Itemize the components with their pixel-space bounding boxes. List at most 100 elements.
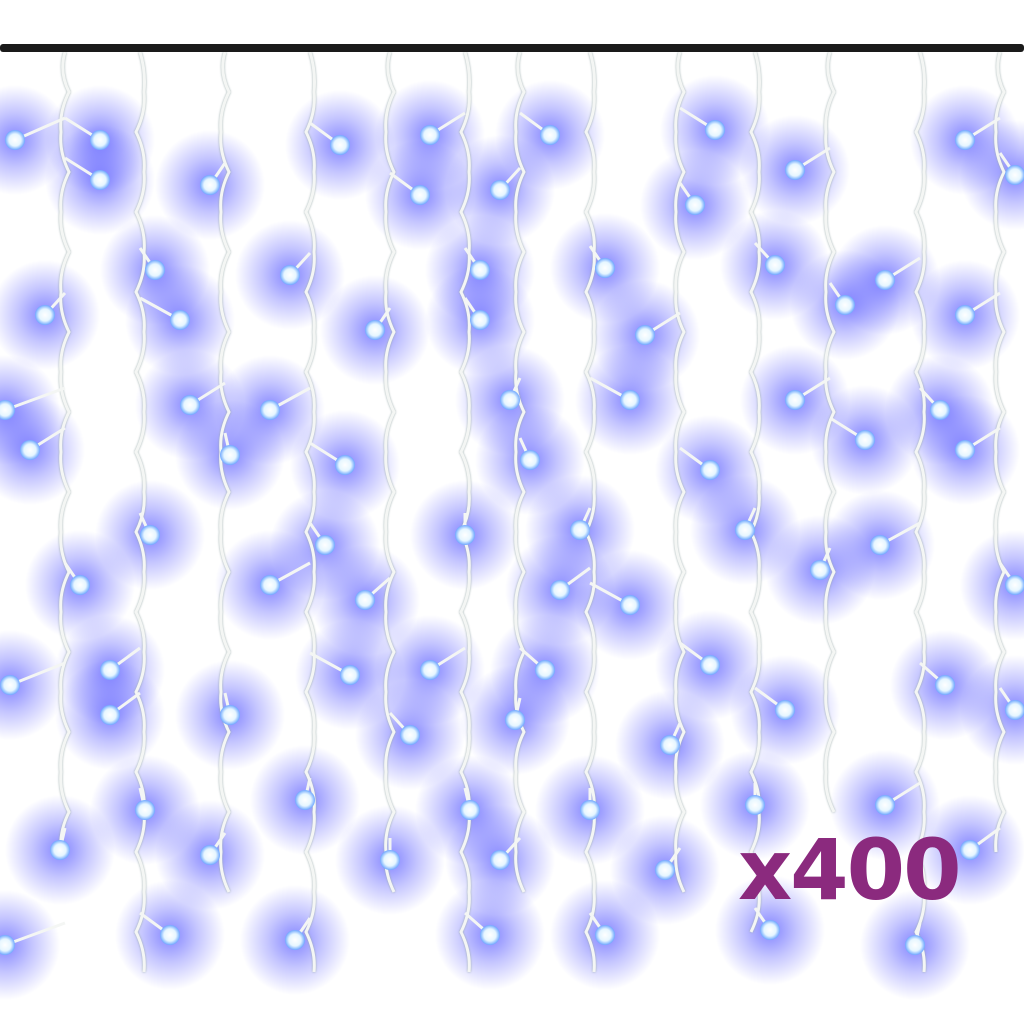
led-bulb	[380, 850, 400, 870]
led-bulb	[760, 920, 780, 940]
led-bulb	[20, 440, 40, 460]
led-bulb	[705, 120, 725, 140]
wire-strand	[219, 51, 231, 893]
led-bulb	[875, 270, 895, 290]
led-bulb	[5, 130, 25, 150]
led-bulb	[1005, 575, 1024, 595]
led-glow	[960, 655, 1024, 765]
led-bulb	[775, 700, 795, 720]
led-bulb	[100, 660, 120, 680]
led-bulb	[460, 800, 480, 820]
led-bulb	[220, 705, 240, 725]
led-bulb	[735, 520, 755, 540]
led-bulb	[35, 305, 55, 325]
led-bulb	[340, 665, 360, 685]
led-bulb	[955, 440, 975, 460]
led-bulb	[455, 525, 475, 545]
led-bulb	[285, 930, 305, 950]
led-bulb	[280, 265, 300, 285]
led-bulb	[330, 135, 350, 155]
led-bulb	[490, 180, 510, 200]
led-bulb	[620, 595, 640, 615]
led-bulb	[745, 795, 765, 815]
led-bulb	[1005, 700, 1024, 720]
led-bulb	[930, 400, 950, 420]
led-bulb	[365, 320, 385, 340]
led-bulb	[700, 655, 720, 675]
led-bulb	[170, 310, 190, 330]
led-bulb	[355, 590, 375, 610]
led-bulb	[70, 575, 90, 595]
led-bulb	[595, 258, 615, 278]
led-bulb	[905, 935, 925, 955]
led-bulb	[685, 195, 705, 215]
led-bulb	[785, 390, 805, 410]
led-bulb	[50, 840, 70, 860]
led-bulb	[335, 455, 355, 475]
led-bulb	[220, 445, 240, 465]
led-bulb	[420, 125, 440, 145]
led-bulb	[765, 255, 785, 275]
led-bulb	[480, 925, 500, 945]
wire-strand	[994, 51, 1006, 853]
led-bulb	[870, 535, 890, 555]
led-bulb	[135, 800, 155, 820]
led-bulb	[855, 430, 875, 450]
led-bulb	[535, 660, 555, 680]
led-lead-wire	[4, 921, 66, 947]
led-bulb	[700, 460, 720, 480]
led-bulb	[0, 675, 20, 695]
led-bulb	[570, 520, 590, 540]
led-bulb	[295, 790, 315, 810]
led-bulb	[635, 325, 655, 345]
led-bulb	[540, 125, 560, 145]
led-bulb	[505, 710, 525, 730]
led-bulb	[420, 660, 440, 680]
led-bulb	[490, 850, 510, 870]
led-bulb	[90, 130, 110, 150]
led-glow	[960, 530, 1024, 640]
led-glow	[0, 630, 65, 740]
led-bulb	[655, 860, 675, 880]
led-bulb	[935, 675, 955, 695]
led-bulb	[260, 400, 280, 420]
led-bulb	[960, 840, 980, 860]
wire-strand	[514, 51, 526, 893]
led-bulb	[145, 260, 165, 280]
led-bulb	[875, 795, 895, 815]
led-bulb	[0, 400, 15, 420]
led-bulb	[500, 390, 520, 410]
led-bulb	[140, 525, 160, 545]
led-bulb	[620, 390, 640, 410]
led-bulb	[0, 935, 15, 955]
led-bulb	[1005, 165, 1024, 185]
wire-strand	[304, 51, 316, 973]
led-bulb	[160, 925, 180, 945]
led-bulb	[400, 725, 420, 745]
led-bulb	[520, 450, 540, 470]
wire-strand	[384, 51, 396, 893]
led-bulb	[835, 295, 855, 315]
led-bulb	[550, 580, 570, 600]
led-bulb	[470, 260, 490, 280]
wire-strand	[914, 51, 926, 973]
led-bulb	[955, 130, 975, 150]
wire-strand	[824, 51, 836, 813]
quantity-label: x400	[738, 821, 962, 919]
led-glow	[960, 120, 1024, 230]
led-bulb	[410, 185, 430, 205]
led-bulb	[595, 925, 615, 945]
led-bulb	[200, 845, 220, 865]
hanging-rod	[0, 44, 1024, 52]
led-bulb	[90, 170, 110, 190]
led-bulb	[785, 160, 805, 180]
led-bulb	[180, 395, 200, 415]
led-bulb	[660, 735, 680, 755]
led-lead-wire	[4, 386, 66, 412]
led-glow	[0, 890, 60, 1000]
led-bulb	[315, 535, 335, 555]
led-bulb	[470, 310, 490, 330]
led-bulb	[580, 800, 600, 820]
led-bulb	[100, 705, 120, 725]
